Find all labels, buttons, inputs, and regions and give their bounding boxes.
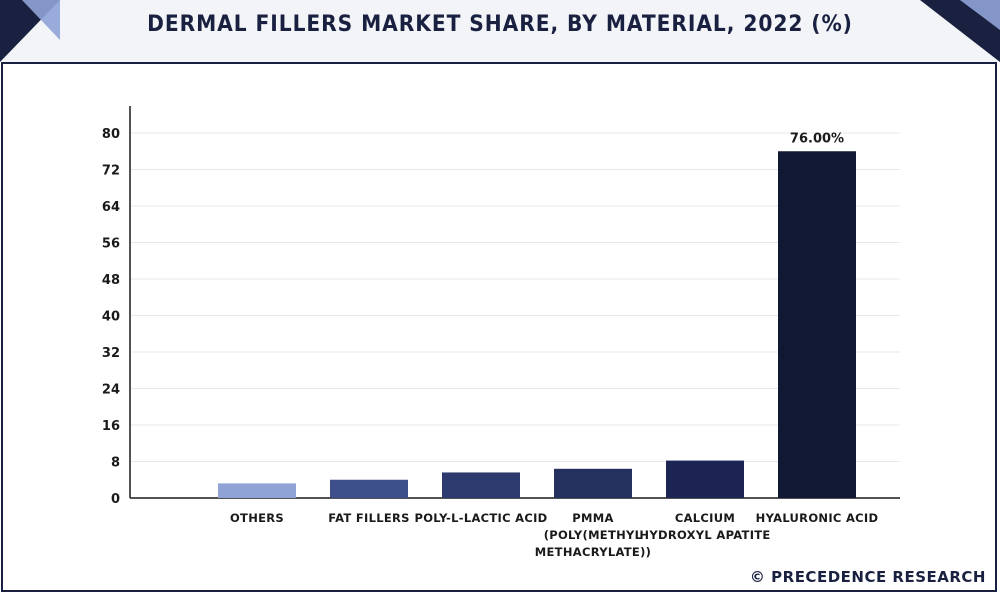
x-category-label: METHACRYLATE)) (535, 545, 651, 559)
x-category-label: HYALURONIC ACID (756, 511, 879, 525)
source-credit: © PRECEDENCE RESEARCH (749, 568, 986, 586)
y-tick-label: 40 (102, 310, 120, 325)
corner-decoration-right (920, 0, 1000, 62)
y-tick-label: 32 (102, 346, 120, 361)
y-tick-label: 16 (102, 419, 120, 434)
x-category-label: PMMA (572, 511, 613, 525)
data-label: 76.00% (790, 131, 844, 146)
x-category-label: FAT FILLERS (328, 511, 409, 525)
x-category-label: POLY-L-LACTIC ACID (414, 511, 547, 525)
y-tick-label: 80 (102, 127, 120, 142)
x-category-label: CALCIUM (675, 511, 735, 525)
y-tick-label: 8 (111, 456, 120, 471)
bar (218, 483, 296, 498)
y-tick-label: 24 (102, 383, 120, 398)
chart-border (1, 62, 997, 592)
y-tick-label: 56 (102, 237, 120, 252)
y-tick-label: 48 (102, 273, 120, 288)
bar (666, 460, 744, 498)
x-category-label: HYDROXYL APATITE (639, 528, 770, 542)
bar (778, 151, 856, 498)
x-category-label: (POLY(METHYL (544, 528, 643, 542)
corner-decoration-left (0, 0, 60, 62)
chart-title: DERMAL FILLERS MARKET SHARE, BY MATERIAL… (147, 12, 853, 37)
header-band (0, 0, 1000, 62)
y-tick-label: 64 (102, 200, 120, 215)
bar (554, 468, 632, 498)
y-tick-label: 72 (102, 164, 120, 179)
x-category-label: OTHERS (230, 511, 284, 525)
bar (442, 472, 520, 498)
y-tick-label: 0 (111, 492, 120, 507)
bar (330, 479, 408, 498)
